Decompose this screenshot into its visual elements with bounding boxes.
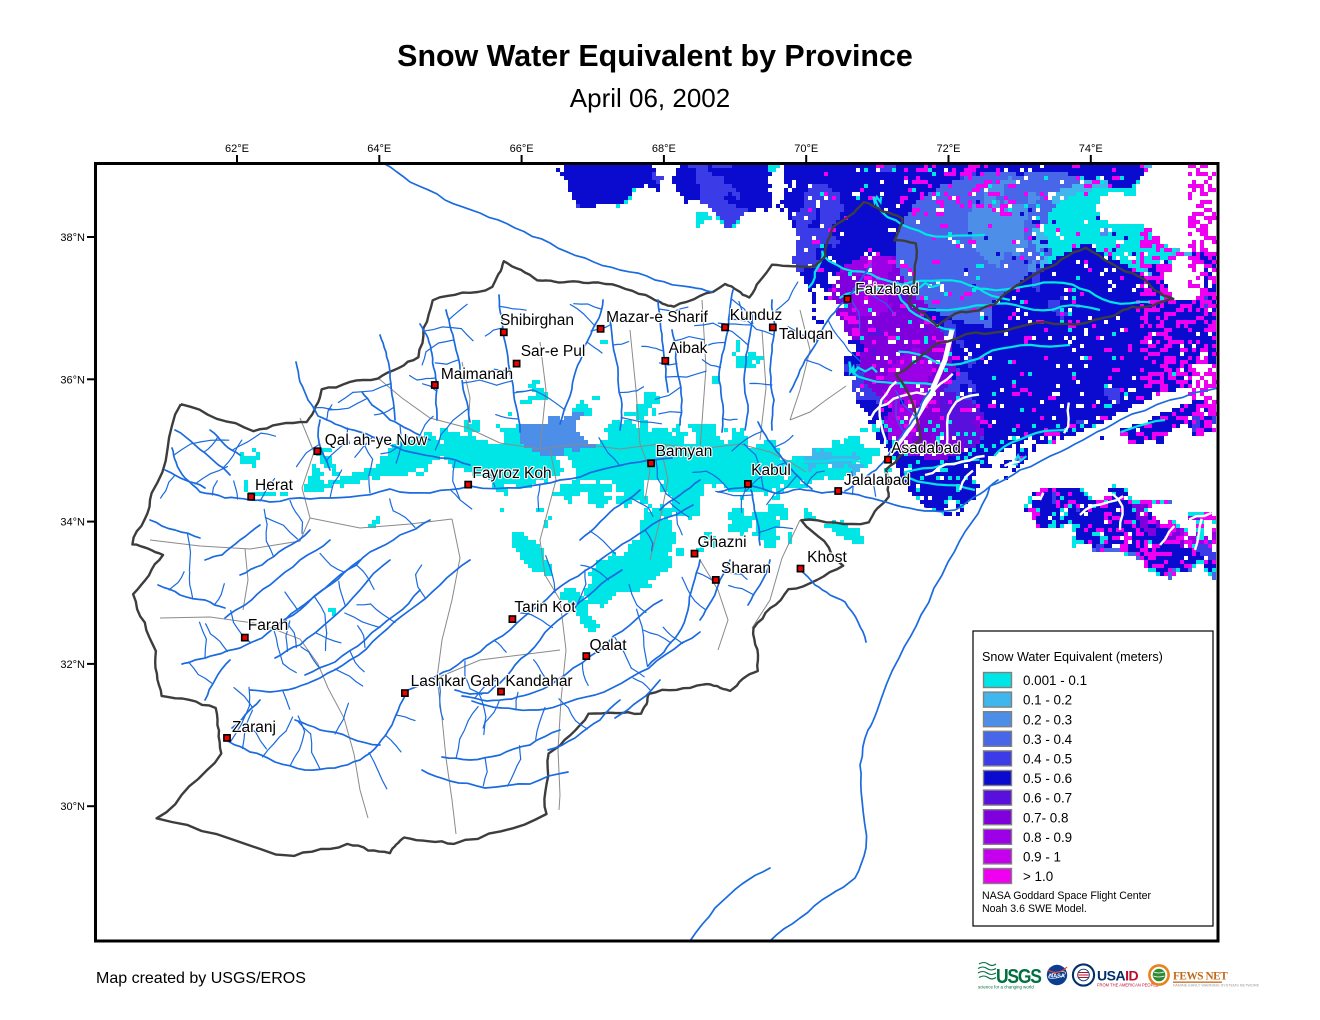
- svg-text:0.6 - 0.7: 0.6 - 0.7: [1023, 791, 1072, 806]
- svg-text:science for a changing world: science for a changing world: [978, 985, 1034, 990]
- svg-text:Asadabad: Asadabad: [891, 440, 961, 457]
- svg-text:62°E: 62°E: [225, 143, 249, 155]
- svg-text:USAID: USAID: [1097, 968, 1138, 984]
- svg-text:Jalalabad: Jalalabad: [844, 472, 910, 489]
- svg-text:Map created by USGS/EROS: Map created by USGS/EROS: [96, 970, 306, 987]
- svg-text:FAMINE EARLY WARNING SYSTEMS N: FAMINE EARLY WARNING SYSTEMS NETWORK: [1173, 984, 1260, 988]
- svg-text:0.4 - 0.5: 0.4 - 0.5: [1023, 752, 1072, 767]
- svg-text:Shibirghan: Shibirghan: [500, 312, 574, 329]
- svg-text:0.8 - 0.9: 0.8 - 0.9: [1023, 830, 1072, 845]
- svg-text:Faizabad: Faizabad: [855, 281, 919, 298]
- svg-text:Lashkar Gah: Lashkar Gah: [411, 673, 500, 690]
- svg-text:Snow Water Equivalent (meters): Snow Water Equivalent (meters): [982, 650, 1163, 664]
- svg-text:0.001 - 0.1: 0.001 - 0.1: [1023, 673, 1087, 688]
- svg-text:66°E: 66°E: [510, 143, 534, 155]
- svg-text:NASA: NASA: [1049, 974, 1065, 980]
- svg-text:Sar-e Pul: Sar-e Pul: [521, 343, 586, 360]
- svg-text:Taluqan: Taluqan: [779, 326, 833, 343]
- svg-text:0.3 - 0.4: 0.3 - 0.4: [1023, 732, 1073, 747]
- svg-text:Tarin Kot: Tarin Kot: [514, 599, 576, 616]
- svg-text:NASA Goddard Space Flight Cent: NASA Goddard Space Flight Center: [982, 890, 1151, 902]
- svg-text:72°E: 72°E: [937, 143, 961, 155]
- svg-text:Kandahar: Kandahar: [505, 673, 572, 690]
- svg-text:FROM THE AMERICAN PEOPLE: FROM THE AMERICAN PEOPLE: [1097, 983, 1159, 988]
- svg-text:FEWS NET: FEWS NET: [1173, 971, 1228, 983]
- svg-text:Qalat: Qalat: [589, 637, 627, 654]
- svg-text:Bamyan: Bamyan: [656, 443, 713, 460]
- svg-text:Farah: Farah: [248, 617, 289, 634]
- svg-text:0.1 - 0.2: 0.1 - 0.2: [1023, 693, 1072, 708]
- svg-text:Ghazni: Ghazni: [697, 534, 746, 551]
- svg-text:> 1.0: > 1.0: [1023, 869, 1053, 884]
- svg-text:Zaranj: Zaranj: [232, 719, 276, 736]
- svg-text:32°N: 32°N: [60, 659, 85, 671]
- svg-text:Aibak: Aibak: [669, 340, 708, 357]
- svg-text:Snow Water Equivalent by Provi: Snow Water Equivalent by Province: [397, 39, 913, 73]
- svg-text:70°E: 70°E: [794, 143, 818, 155]
- svg-text:USGS: USGS: [996, 965, 1041, 987]
- svg-text:0.7- 0.8: 0.7- 0.8: [1023, 810, 1068, 825]
- svg-text:30°N: 30°N: [60, 801, 85, 813]
- svg-text:Maimanah: Maimanah: [441, 366, 513, 383]
- svg-text:64°E: 64°E: [367, 143, 391, 155]
- svg-text:April 06, 2002: April 06, 2002: [570, 83, 730, 113]
- svg-text:Khost: Khost: [807, 549, 847, 566]
- svg-text:Fayroz Koh: Fayroz Koh: [472, 465, 551, 482]
- svg-text:Qal ah-ye Now: Qal ah-ye Now: [325, 432, 428, 449]
- svg-text:0.5 - 0.6: 0.5 - 0.6: [1023, 771, 1072, 786]
- svg-text:Herat: Herat: [255, 477, 294, 494]
- svg-text:Noah 3.6 SWE Model.: Noah 3.6 SWE Model.: [982, 903, 1087, 915]
- svg-text:36°N: 36°N: [60, 374, 85, 386]
- svg-text:Kabul: Kabul: [751, 462, 791, 479]
- svg-text:68°E: 68°E: [652, 143, 676, 155]
- svg-text:Mazar-e Sharif: Mazar-e Sharif: [606, 309, 708, 326]
- svg-text:74°E: 74°E: [1079, 143, 1103, 155]
- svg-text:Sharan: Sharan: [721, 560, 771, 577]
- svg-text:38°N: 38°N: [60, 232, 85, 244]
- svg-text:0.2 - 0.3: 0.2 - 0.3: [1023, 712, 1072, 727]
- svg-text:0.9 - 1: 0.9 - 1: [1023, 850, 1061, 865]
- svg-text:Kunduz: Kunduz: [730, 307, 783, 324]
- svg-text:34°N: 34°N: [60, 517, 85, 529]
